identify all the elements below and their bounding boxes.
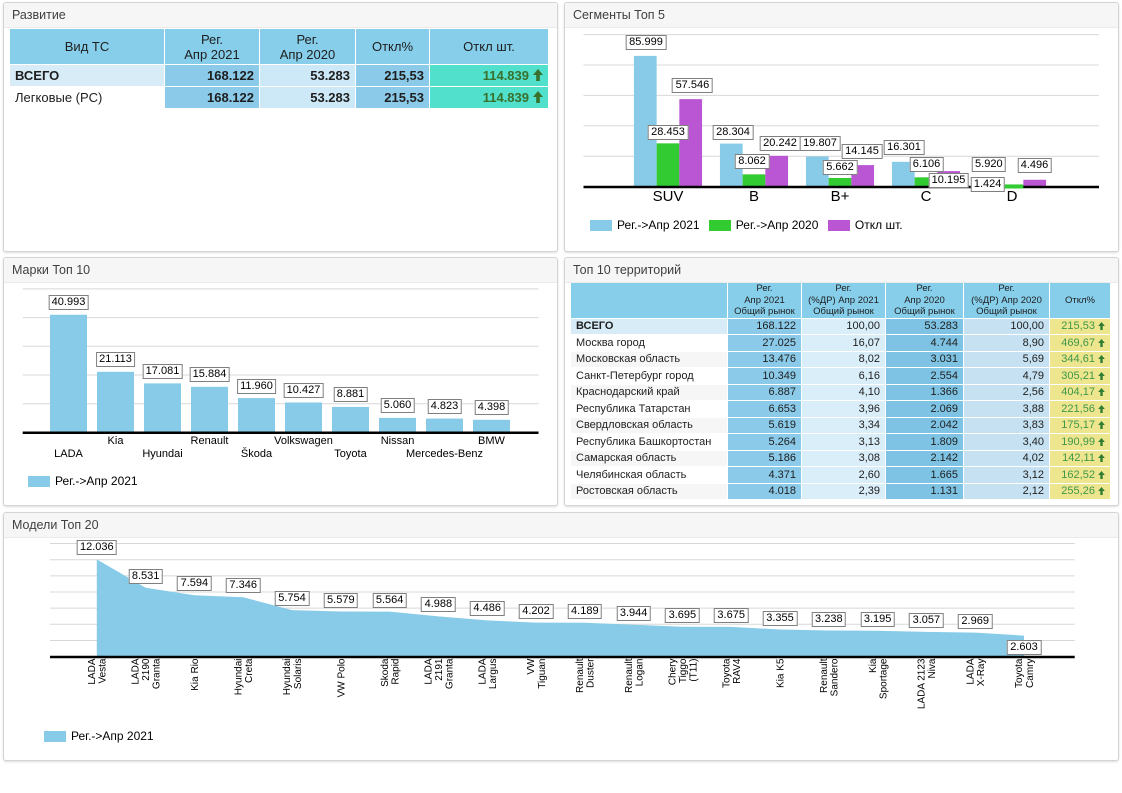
svg-text:Renault: Renault bbox=[624, 658, 635, 693]
svg-text:VW: VW bbox=[526, 658, 537, 675]
svg-text:2190: 2190 bbox=[141, 658, 152, 681]
svg-text:Kia Rio: Kia Rio bbox=[190, 658, 201, 691]
svg-text:Logan: Logan bbox=[634, 659, 645, 687]
svg-text:Toyota: Toyota bbox=[1014, 658, 1025, 688]
svg-text:Sportage: Sportage bbox=[878, 658, 889, 699]
svg-text:2191: 2191 bbox=[434, 658, 445, 681]
svg-text:Granta: Granta bbox=[444, 658, 455, 689]
svg-text:X-Ray: X-Ray bbox=[976, 659, 987, 687]
svg-text:VW Polo: VW Polo bbox=[336, 658, 347, 697]
svg-text:RAV4: RAV4 bbox=[732, 658, 743, 684]
svg-text:(T11): (T11) bbox=[688, 659, 699, 682]
svg-text:LADA: LADA bbox=[87, 658, 98, 684]
svg-text:Tiguan: Tiguan bbox=[537, 659, 548, 689]
svg-text:Kia K5: Kia K5 bbox=[776, 658, 787, 688]
svg-text:Renault: Renault bbox=[575, 658, 586, 693]
svg-text:LADA: LADA bbox=[423, 658, 434, 684]
svg-text:Toyota: Toyota bbox=[721, 658, 732, 688]
svg-text:Creta: Creta bbox=[244, 658, 255, 683]
svg-text:LADA: LADA bbox=[965, 658, 976, 684]
svg-text:Chery: Chery bbox=[667, 659, 678, 686]
svg-text:Vesta: Vesta bbox=[98, 658, 109, 683]
svg-text:Granta: Granta bbox=[152, 658, 163, 689]
svg-text:Niva: Niva bbox=[927, 658, 938, 678]
svg-text:Renault: Renault bbox=[819, 658, 830, 693]
svg-text:LADA: LADA bbox=[131, 658, 142, 684]
svg-text:Hyundai: Hyundai bbox=[282, 659, 293, 696]
svg-text:Skoda: Skoda bbox=[380, 658, 391, 687]
svg-text:Camry: Camry bbox=[1025, 659, 1036, 688]
svg-text:Hyundai: Hyundai bbox=[233, 659, 244, 696]
svg-text:Solaris: Solaris bbox=[293, 659, 304, 690]
svg-text:Largus: Largus bbox=[488, 659, 499, 690]
svg-text:Rapid: Rapid bbox=[390, 659, 401, 685]
svg-text:Kia: Kia bbox=[868, 658, 879, 673]
svg-text:Tiggo: Tiggo bbox=[678, 658, 689, 683]
svg-text:Sandero: Sandero bbox=[830, 658, 841, 696]
svg-text:LADA 2123: LADA 2123 bbox=[917, 658, 928, 709]
svg-text:LADA: LADA bbox=[477, 658, 488, 684]
svg-text:Duster: Duster bbox=[586, 658, 597, 688]
